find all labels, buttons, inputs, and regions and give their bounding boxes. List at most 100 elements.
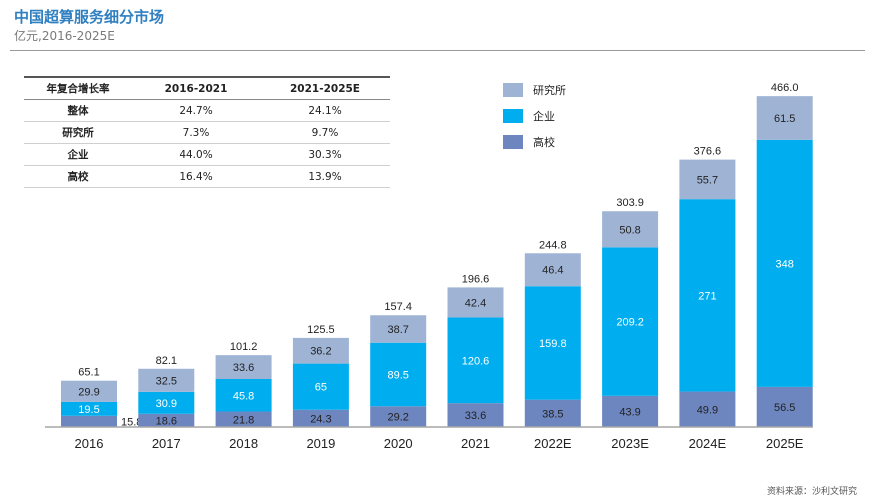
bar-segment-university bbox=[679, 391, 736, 427]
legend-item-enterprise: 企业 bbox=[503, 103, 566, 129]
total-label: 157.4 bbox=[384, 301, 412, 313]
data-label: 50.8 bbox=[619, 224, 640, 236]
bar-segment-university bbox=[292, 409, 349, 427]
bar-segment-enterprise bbox=[602, 247, 659, 396]
data-label: 46.4 bbox=[542, 265, 563, 277]
data-label: 38.7 bbox=[387, 324, 408, 336]
bar-segment-university bbox=[215, 411, 272, 427]
x-tick-label: 2021 bbox=[461, 436, 490, 451]
table-cell: 13.9% bbox=[260, 165, 390, 188]
table-header-cell: 2016-2021 bbox=[132, 76, 260, 100]
data-label: 29.9 bbox=[78, 386, 99, 398]
data-label: 159.8 bbox=[539, 338, 567, 350]
legend-item-university: 高校 bbox=[503, 129, 566, 155]
table-row: 整体 24.7% 24.1% bbox=[24, 99, 390, 122]
data-label: 29.2 bbox=[387, 412, 408, 424]
table-cell: 高校 bbox=[24, 165, 132, 188]
data-label: 89.5 bbox=[387, 369, 408, 381]
x-tick-label: 2024E bbox=[689, 436, 727, 451]
bar-segment-enterprise bbox=[292, 363, 349, 410]
x-tick-label: 2017 bbox=[152, 436, 181, 451]
data-label: 24.3 bbox=[310, 413, 331, 425]
data-label: 30.9 bbox=[156, 398, 177, 410]
data-label: 15.8 bbox=[121, 416, 142, 428]
bar-segment-university bbox=[370, 406, 427, 427]
total-label: 82.1 bbox=[156, 355, 177, 367]
bar-segment-research bbox=[524, 253, 581, 287]
data-label: 32.5 bbox=[156, 375, 177, 387]
bar-segment-research bbox=[292, 337, 349, 364]
table-cell: 研究所 bbox=[24, 121, 132, 144]
x-tick-label: 2018 bbox=[229, 436, 258, 451]
x-tick-label: 2020 bbox=[384, 436, 413, 451]
legend-swatch-enterprise bbox=[503, 109, 523, 123]
data-label: 33.6 bbox=[233, 362, 254, 374]
bar-segment-university bbox=[138, 413, 195, 427]
table-header-row: 年复合增长率 2016-2021 2021-2025E bbox=[24, 76, 390, 100]
legend-swatch-university bbox=[503, 135, 523, 149]
bar-segment-research bbox=[679, 159, 736, 200]
bar-segment-enterprise bbox=[215, 379, 272, 412]
table-header-cell: 年复合增长率 bbox=[24, 76, 132, 100]
table-cell: 16.4% bbox=[132, 165, 260, 188]
bar-segment-research bbox=[447, 287, 504, 318]
table-header-cell: 2021-2025E bbox=[260, 76, 390, 100]
bar-segment-enterprise bbox=[138, 391, 195, 414]
legend-label: 企业 bbox=[533, 110, 555, 123]
legend-label: 高校 bbox=[533, 136, 555, 149]
bar-segment-enterprise bbox=[447, 317, 504, 404]
data-label: 43.9 bbox=[619, 406, 640, 418]
source-note: 资料来源：沙利文研究 bbox=[766, 487, 857, 497]
x-tick-label: 2023E bbox=[611, 436, 649, 451]
table-cell: 9.7% bbox=[260, 121, 390, 144]
bar-segment-research bbox=[215, 355, 272, 380]
table-row: 研究所 7.3% 9.7% bbox=[24, 121, 390, 144]
data-label: 65 bbox=[315, 382, 327, 394]
total-label: 65.1 bbox=[78, 367, 99, 379]
bar-segment-enterprise bbox=[370, 342, 427, 407]
data-label: 21.8 bbox=[233, 414, 254, 426]
bar-segment-university bbox=[756, 386, 813, 427]
bar-segment-research bbox=[370, 315, 427, 343]
bar-segment-research bbox=[138, 368, 195, 392]
bar-segment-university bbox=[602, 395, 659, 427]
table-row: 高校 16.4% 13.9% bbox=[24, 165, 390, 188]
table-cell: 企业 bbox=[24, 143, 132, 166]
data-label: 271 bbox=[698, 290, 716, 302]
data-label: 56.5 bbox=[774, 402, 795, 414]
table-cell: 30.3% bbox=[260, 143, 390, 166]
chart-subtitle: 亿元,2016-2025E bbox=[14, 29, 115, 43]
data-label: 33.6 bbox=[465, 410, 486, 422]
total-label: 196.6 bbox=[462, 273, 490, 285]
data-label: 38.5 bbox=[542, 408, 563, 420]
bar-segment-research bbox=[61, 380, 117, 402]
bar-segment-enterprise bbox=[679, 199, 736, 392]
legend-swatch-research bbox=[503, 83, 523, 97]
x-tick-label: 2025E bbox=[766, 436, 804, 451]
chart-legend: 研究所 企业 高校 bbox=[503, 77, 566, 155]
total-label: 466.0 bbox=[771, 82, 799, 94]
x-tick-label: 2019 bbox=[306, 436, 335, 451]
data-label: 45.8 bbox=[233, 390, 254, 402]
data-label: 55.7 bbox=[697, 174, 718, 186]
bar-segment-research bbox=[602, 211, 659, 248]
data-label: 18.6 bbox=[156, 415, 177, 427]
bar-segment-university bbox=[447, 403, 504, 427]
title-divider bbox=[10, 50, 865, 51]
table-cell: 24.7% bbox=[132, 99, 260, 122]
table-cell: 24.1% bbox=[260, 99, 390, 122]
legend-label: 研究所 bbox=[533, 84, 566, 97]
chart-title: 中国超算服务细分市场 bbox=[14, 8, 165, 26]
cagr-table: 年复合增长率 2016-2021 2021-2025E 整体 24.7% 24.… bbox=[24, 76, 390, 188]
data-label: 49.9 bbox=[697, 404, 718, 416]
data-label: 120.6 bbox=[462, 355, 490, 367]
data-label: 61.5 bbox=[774, 113, 795, 125]
table-cell: 7.3% bbox=[132, 121, 260, 144]
bar-segment-enterprise bbox=[524, 286, 581, 400]
data-label: 209.2 bbox=[616, 317, 644, 329]
bar-segment-university bbox=[524, 399, 581, 427]
x-tick-label: 2022E bbox=[534, 436, 572, 451]
total-label: 376.6 bbox=[694, 146, 722, 158]
data-label: 19.5 bbox=[78, 404, 99, 416]
data-label: 348 bbox=[776, 258, 794, 270]
